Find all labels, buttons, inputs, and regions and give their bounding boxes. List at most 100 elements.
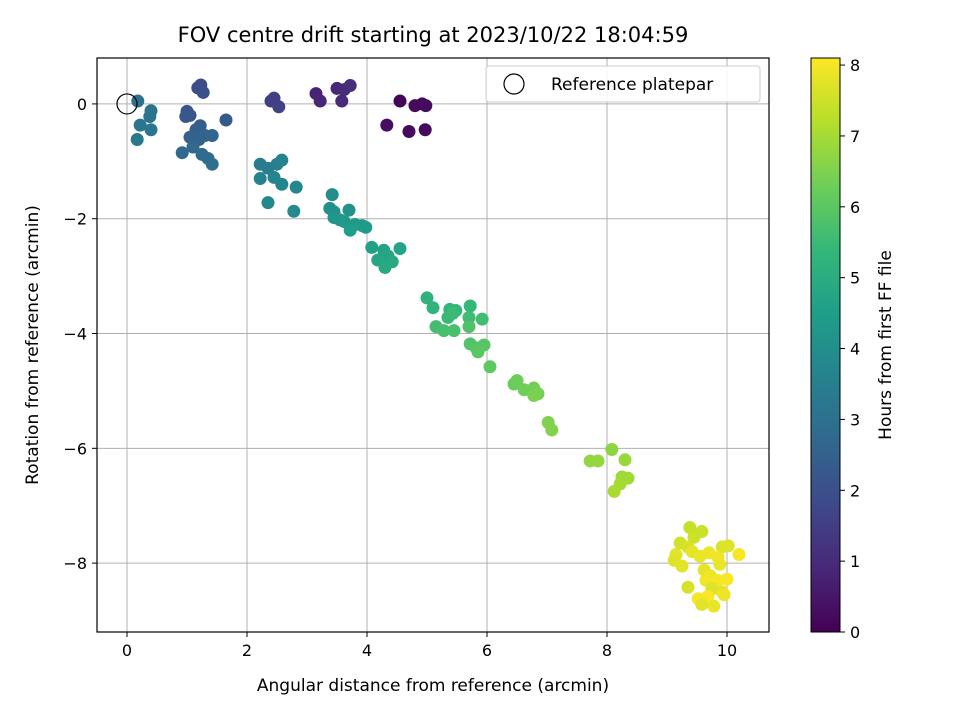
x-axis-label: Angular distance from reference (arcmin) bbox=[257, 676, 609, 696]
data-point bbox=[483, 360, 497, 374]
data-point bbox=[402, 124, 416, 138]
y-tick-label: 0 bbox=[77, 95, 87, 114]
colorbar-tick-label: 6 bbox=[850, 198, 860, 217]
y-tick-label: −6 bbox=[63, 439, 87, 458]
data-point bbox=[462, 320, 476, 334]
data-point bbox=[517, 383, 531, 397]
data-point bbox=[343, 79, 357, 93]
data-point bbox=[687, 530, 701, 544]
data-point bbox=[393, 94, 407, 108]
data-point bbox=[365, 240, 379, 254]
data-point bbox=[527, 389, 541, 403]
legend: Reference platepar bbox=[485, 65, 761, 103]
data-point bbox=[130, 133, 144, 147]
data-point bbox=[287, 204, 301, 218]
data-point bbox=[205, 128, 219, 142]
data-point bbox=[447, 324, 461, 338]
legend-marker-reference bbox=[503, 73, 525, 95]
data-point bbox=[418, 123, 432, 137]
reference-platepar-marker bbox=[116, 93, 138, 115]
colorbar-tick-label: 0 bbox=[850, 623, 860, 642]
data-point bbox=[325, 188, 339, 202]
data-point bbox=[275, 153, 289, 167]
data-point bbox=[607, 484, 621, 498]
data-point bbox=[732, 548, 746, 562]
data-point bbox=[144, 123, 158, 137]
chart-title: FOV centre drift starting at 2023/10/22 … bbox=[178, 23, 689, 47]
data-point bbox=[343, 223, 357, 237]
data-point bbox=[196, 85, 210, 99]
data-point bbox=[713, 557, 727, 571]
data-point bbox=[253, 172, 267, 186]
plot-frame bbox=[96, 57, 770, 633]
data-point bbox=[342, 203, 356, 217]
data-point bbox=[695, 597, 709, 611]
data-point bbox=[463, 299, 477, 313]
reference-marker-layer bbox=[116, 93, 138, 115]
colorbar-tick-label: 3 bbox=[850, 410, 860, 429]
data-point bbox=[143, 110, 157, 124]
data-point bbox=[272, 100, 286, 114]
data-point bbox=[380, 118, 394, 132]
data-point bbox=[133, 118, 147, 132]
x-tick-label: 2 bbox=[242, 641, 252, 660]
colorbar-ticks: 0 1 2 3 4 5 6 7 8 bbox=[840, 56, 860, 642]
x-tick-label: 8 bbox=[602, 641, 612, 660]
x-axis-ticks: 0 2 4 6 8 10 bbox=[122, 632, 737, 660]
data-point bbox=[313, 94, 327, 108]
data-point bbox=[175, 146, 189, 160]
data-point bbox=[510, 374, 524, 388]
data-point bbox=[545, 423, 559, 437]
data-point bbox=[475, 312, 489, 326]
y-tick-label: −2 bbox=[63, 210, 87, 229]
data-point bbox=[219, 113, 233, 127]
colorbar-tick-label: 5 bbox=[850, 269, 860, 288]
y-axis-ticks: 0 −2 −4 −6 −8 bbox=[63, 95, 97, 573]
data-point bbox=[721, 539, 735, 553]
grid bbox=[97, 58, 769, 632]
data-point bbox=[471, 345, 485, 359]
data-point bbox=[275, 177, 289, 191]
data-point bbox=[462, 310, 476, 324]
data-point bbox=[426, 301, 440, 315]
data-point bbox=[681, 580, 695, 594]
colorbar-label: Hours from first FF file bbox=[876, 250, 896, 440]
data-point bbox=[359, 220, 373, 234]
y-axis-label: Rotation from reference (arcmin) bbox=[23, 205, 43, 485]
x-tick-label: 4 bbox=[362, 641, 372, 660]
data-point bbox=[720, 572, 734, 586]
y-tick-label: −4 bbox=[63, 325, 87, 344]
data-point bbox=[605, 442, 619, 456]
data-point bbox=[419, 99, 433, 113]
data-point bbox=[717, 588, 731, 602]
colorbar-tick-label: 2 bbox=[850, 481, 860, 500]
data-point bbox=[420, 291, 434, 305]
data-point bbox=[179, 110, 193, 124]
colorbar-tick-label: 1 bbox=[850, 552, 860, 571]
x-tick-label: 0 bbox=[122, 641, 132, 660]
data-point bbox=[335, 94, 349, 108]
data-point bbox=[707, 599, 721, 613]
data-point bbox=[675, 559, 689, 573]
legend-box bbox=[485, 65, 761, 103]
y-tick-label: −8 bbox=[63, 554, 87, 573]
colorbar-tick-label: 7 bbox=[850, 127, 860, 146]
data-point bbox=[289, 180, 303, 194]
colorbar bbox=[811, 58, 840, 632]
x-tick-label: 6 bbox=[482, 641, 492, 660]
x-tick-label: 10 bbox=[717, 641, 737, 660]
scatter-points bbox=[130, 78, 746, 613]
legend-label-reference: Reference platepar bbox=[551, 75, 713, 95]
data-point bbox=[393, 242, 407, 256]
data-point bbox=[683, 521, 697, 535]
data-point bbox=[618, 453, 632, 467]
data-point bbox=[378, 261, 392, 275]
colorbar-tick-label: 4 bbox=[850, 340, 860, 359]
data-point bbox=[591, 454, 605, 468]
colorbar-tick-label: 8 bbox=[850, 56, 860, 75]
data-point bbox=[437, 324, 451, 338]
data-point bbox=[261, 196, 275, 210]
data-point bbox=[446, 306, 460, 320]
colorbar-frame bbox=[810, 57, 841, 633]
